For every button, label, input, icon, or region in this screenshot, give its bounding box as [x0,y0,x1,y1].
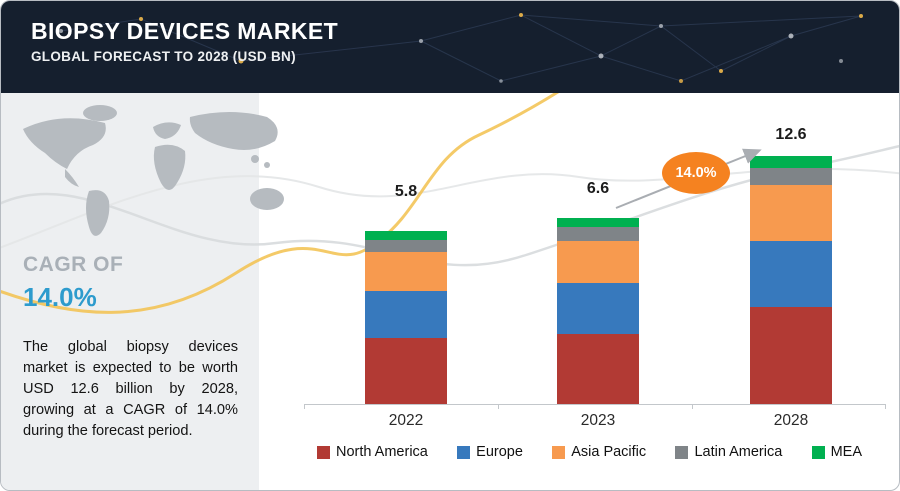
axis-tick [498,404,499,409]
header-banner: BIOPSY DEVICES MARKET GLOBAL FORECAST TO… [1,1,899,93]
legend-swatch [675,445,689,459]
x-axis-label-2028: 2028 [773,412,809,429]
segment-north-america [750,307,832,404]
axis-tick [885,404,886,409]
legend-item-asia-pacific: Asia Pacific [552,444,646,460]
segment-mea [750,156,832,168]
legend-item-mea: MEA [811,444,862,460]
bar-value-label-2023: 6.6 [586,180,610,197]
legend-swatch [811,445,825,459]
legend-swatch [552,445,566,459]
segment-mea [365,231,447,240]
x-axis-label-2023: 2023 [580,412,616,429]
segment-north-america [557,333,639,405]
x-axis-label-2022: 2022 [388,412,424,429]
legend-item-europe: Europe [457,444,523,460]
chart-legend: North America Europe Asia Pacific Latin Ame… [317,444,862,460]
segment-latin-america [557,226,639,241]
x-axis-line [304,404,886,405]
segment-europe [365,290,447,339]
segment-latin-america [750,167,832,186]
segment-europe [750,240,832,308]
legend-label: Asia Pacific [571,444,647,460]
cagr-badge: 14.0% [662,152,730,194]
chart-plot-area: 5.8 2022 6.6 2023 12.6 2028 [301,109,893,429]
segment-north-america [365,338,447,404]
legend-item-latin-america: Latin America [675,444,782,460]
legend-item-north-america: North America [317,444,428,460]
legend-label: Europe [476,444,523,460]
segment-asia-pacific [750,185,832,241]
axis-tick [304,404,305,409]
sidebar-description: The global biopsy devices market is expe… [23,339,238,439]
legend-label: North America [336,444,428,460]
stacked-bar-2023 [557,218,639,405]
segment-mea [557,218,639,227]
legend-label: Latin America [694,444,783,460]
segment-latin-america [365,239,447,252]
bar-value-label-2022: 5.8 [394,183,418,200]
axis-tick [692,404,693,409]
segment-europe [557,282,639,334]
bar-value-label-2028: 12.6 [775,126,807,143]
network-pattern-decoration [59,13,863,83]
stacked-bar-2028 [750,156,832,404]
page-title: BIOPSY DEVICES MARKET [31,18,339,44]
cagr-value: 14.0% [23,282,97,312]
page-subtitle: GLOBAL FORECAST TO 2028 (USD BN) [31,49,296,64]
legend-swatch [457,445,471,459]
segment-asia-pacific [365,251,447,291]
cagr-of-label: CAGR OF [23,253,124,276]
segment-asia-pacific [557,240,639,283]
legend-label: MEA [830,444,862,460]
stacked-bar-2022 [365,231,447,404]
legend-swatch [317,445,330,459]
